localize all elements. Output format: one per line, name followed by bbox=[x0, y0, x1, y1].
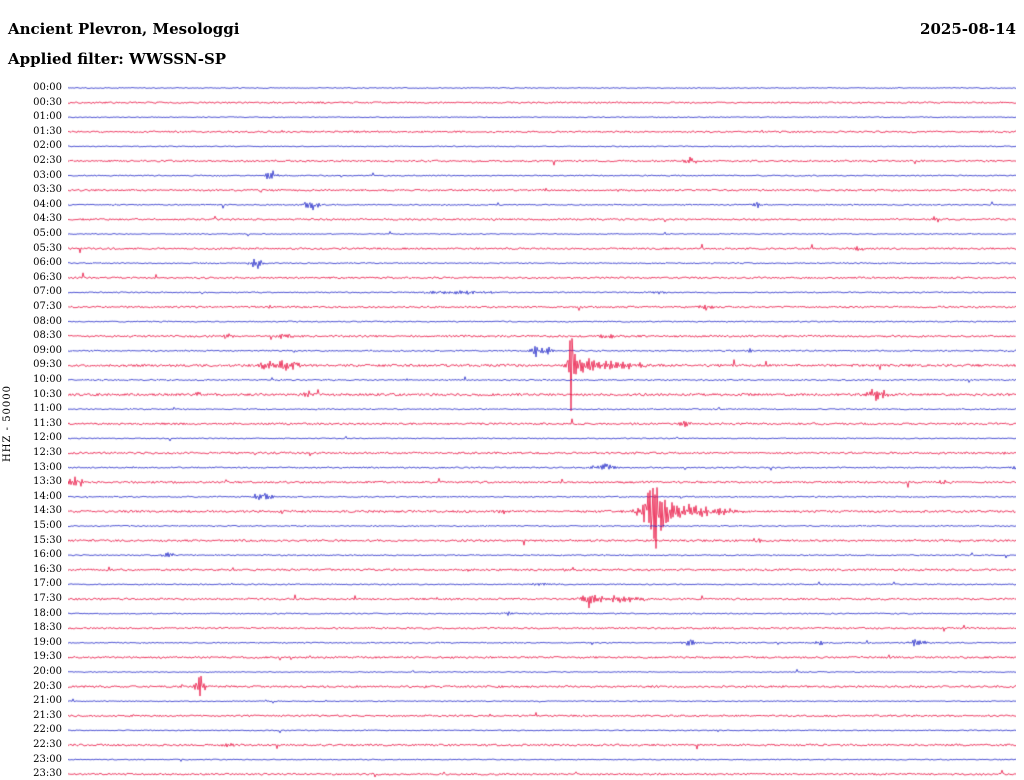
row-time-label: 14:30 bbox=[33, 505, 62, 517]
row-time-label: 11:00 bbox=[33, 403, 62, 415]
row-time-label: 09:00 bbox=[33, 344, 62, 356]
row-time-label: 12:30 bbox=[33, 447, 62, 458]
row-time-label: 02:00 bbox=[33, 140, 62, 152]
row-time-label: 08:30 bbox=[33, 330, 62, 342]
row-time-label: 00:30 bbox=[33, 96, 62, 108]
row-time-label: 10:30 bbox=[33, 388, 62, 400]
row-time-label: 15:30 bbox=[33, 534, 62, 546]
row-time-label: 07:30 bbox=[33, 301, 62, 312]
row-time-label: 13:00 bbox=[33, 461, 62, 473]
row-time-label: 01:30 bbox=[33, 125, 62, 137]
row-time-label: 20:00 bbox=[33, 666, 62, 677]
row-time-label: 05:30 bbox=[33, 242, 62, 254]
row-time-label: 12:00 bbox=[33, 432, 62, 444]
row-time-label: 17:30 bbox=[33, 593, 62, 604]
row-time-label: 02:30 bbox=[33, 155, 62, 166]
page-title: Ancient Plevron, Mesologgi bbox=[8, 20, 240, 38]
row-time-label: 18:00 bbox=[33, 607, 62, 619]
row-time-label: 13:30 bbox=[33, 476, 62, 488]
date-label: 2025-08-14 bbox=[920, 20, 1016, 38]
filter-label: Applied filter: WWSSN-SP bbox=[8, 50, 227, 68]
row-time-label: 16:30 bbox=[33, 563, 62, 575]
row-time-label: 00:00 bbox=[33, 82, 62, 93]
row-time-label: 11:30 bbox=[33, 417, 62, 429]
row-time-label: 10:00 bbox=[33, 374, 62, 385]
row-time-label: 19:00 bbox=[33, 636, 62, 648]
row-time-label: 09:30 bbox=[33, 359, 62, 371]
row-time-label: 07:00 bbox=[33, 286, 62, 298]
row-time-label: 03:30 bbox=[33, 184, 62, 196]
row-time-label: 06:30 bbox=[33, 271, 62, 283]
row-time-label: 21:30 bbox=[33, 709, 62, 721]
row-time-label: 03:00 bbox=[33, 169, 62, 181]
row-time-label: 04:30 bbox=[33, 213, 62, 225]
row-time-label: 22:30 bbox=[33, 739, 62, 750]
row-time-label: 18:30 bbox=[33, 622, 62, 634]
row-time-label: 22:00 bbox=[33, 724, 62, 736]
row-time-label: 08:00 bbox=[33, 315, 62, 327]
row-time-label: 23:00 bbox=[33, 753, 62, 765]
row-time-label: 01:00 bbox=[33, 111, 62, 123]
row-time-label: 20:30 bbox=[33, 680, 62, 692]
row-time-label: 06:00 bbox=[33, 257, 62, 269]
row-time-label: 14:00 bbox=[33, 490, 62, 502]
row-time-label: 21:00 bbox=[33, 695, 62, 707]
time-axis: 00:00 00:30 01:00 01:30 02:00 02:30 03:00 03:30… bbox=[0, 0, 64, 780]
row-time-label: 19:30 bbox=[33, 651, 62, 663]
row-time-label: 23:30 bbox=[33, 768, 62, 780]
row-time-label: 05:00 bbox=[33, 228, 62, 239]
row-time-label: 15:00 bbox=[33, 520, 62, 531]
row-time-label: 04:00 bbox=[33, 198, 62, 210]
helicorder-canvas bbox=[68, 78, 1016, 780]
row-time-label: 17:00 bbox=[33, 578, 62, 590]
row-time-label: 16:00 bbox=[33, 549, 62, 561]
